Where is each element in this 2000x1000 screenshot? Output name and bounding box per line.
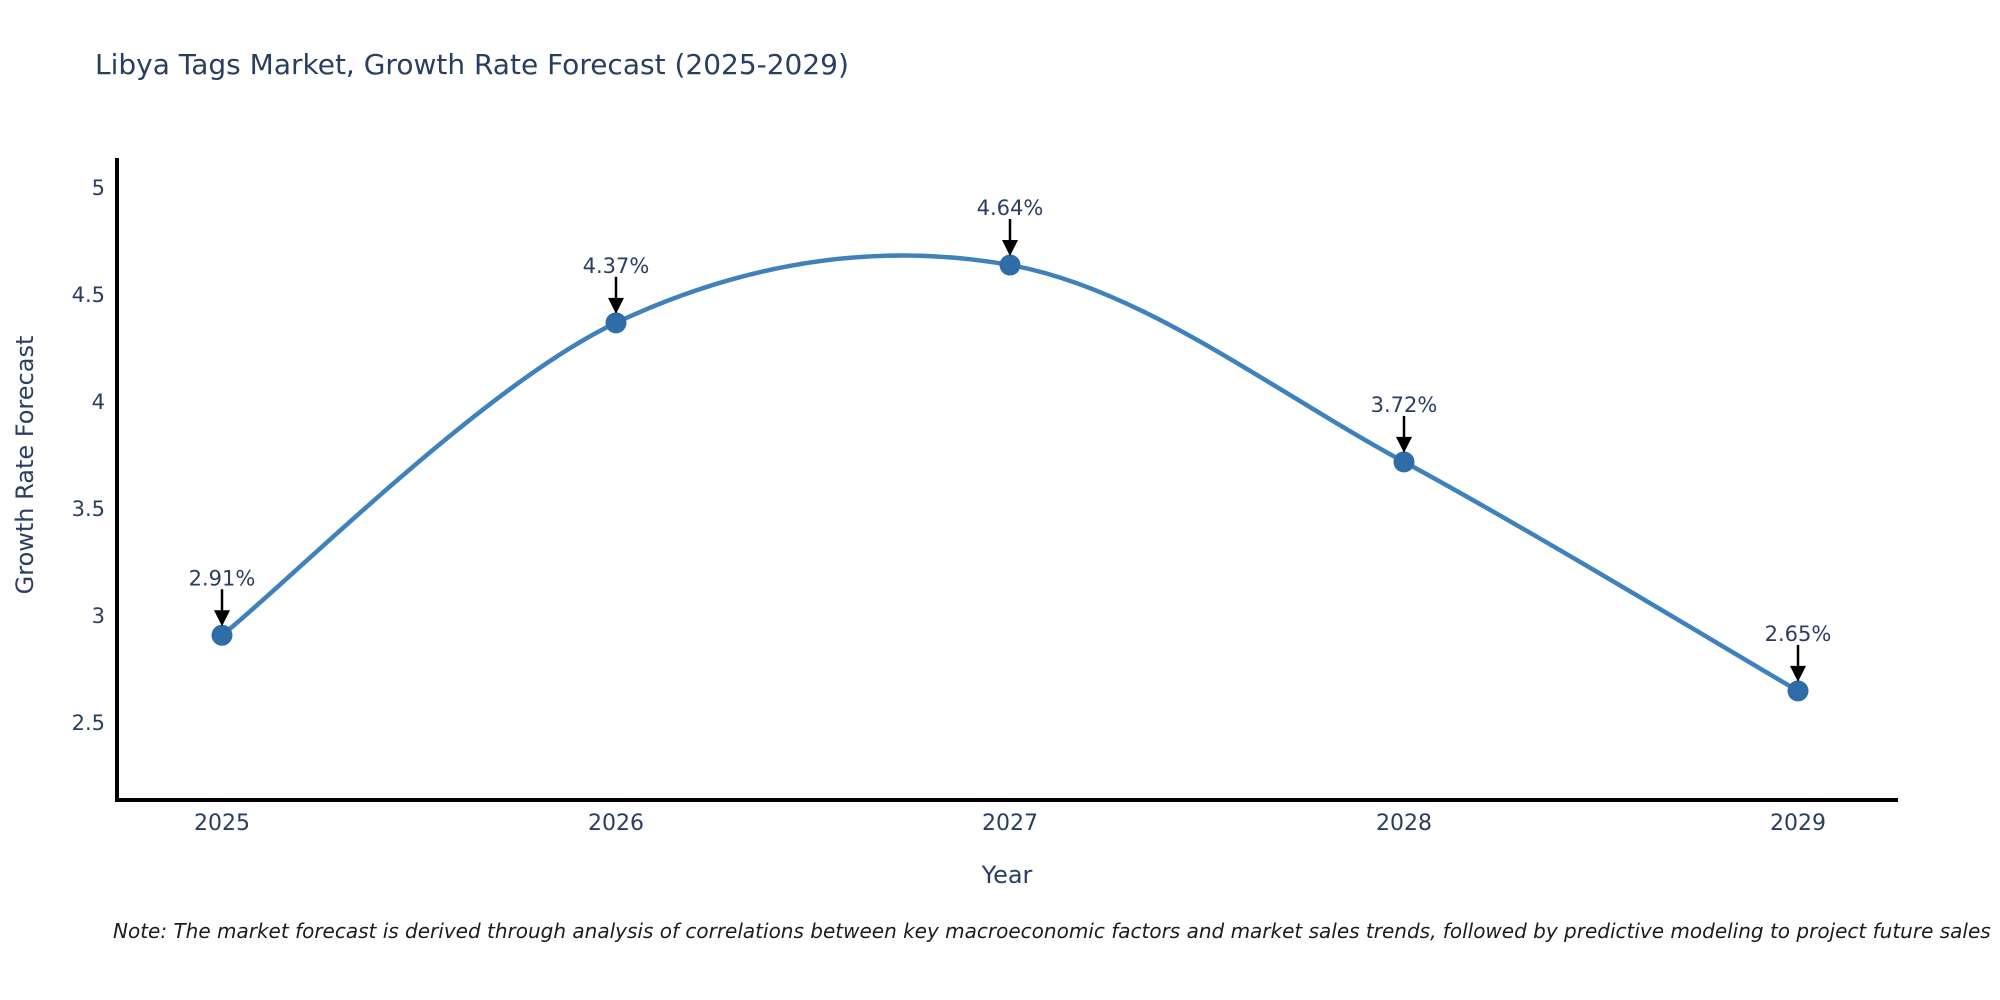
x-tick-label: 2027 xyxy=(982,811,1038,836)
y-tick-label: 2.5 xyxy=(72,711,105,735)
annotation-arrowhead-icon xyxy=(1002,240,1018,257)
y-tick-label: 5 xyxy=(92,176,105,200)
annotation-label: 2.91% xyxy=(189,566,256,590)
y-tick-label: 3 xyxy=(92,604,105,628)
y-axis-line xyxy=(115,158,119,802)
x-tick-label: 2026 xyxy=(588,811,644,836)
x-tick-label: 2028 xyxy=(1376,811,1432,836)
annotation-arrowhead-icon xyxy=(1396,436,1412,453)
trend-line xyxy=(219,253,1801,694)
data-point-marker[interactable] xyxy=(999,254,1021,276)
x-tick-label: 2025 xyxy=(194,811,250,836)
annotation-label: 4.37% xyxy=(583,254,650,278)
y-tick-label: 4.5 xyxy=(72,283,105,307)
annotation-arrowhead-icon xyxy=(214,610,230,627)
y-tick-label: 3.5 xyxy=(72,497,105,521)
annotation-arrowhead-icon xyxy=(608,297,624,314)
annotation-label: 4.64% xyxy=(977,196,1044,220)
x-tick-label: 2029 xyxy=(1770,811,1826,836)
annotation-label: 2.65% xyxy=(1765,622,1832,646)
y-tick-label: 4 xyxy=(92,390,105,414)
x-axis-title: Year xyxy=(981,861,1033,889)
annotation-label: 3.72% xyxy=(1371,393,1438,417)
x-axis-line xyxy=(115,798,1898,802)
annotation-arrowhead-icon xyxy=(1790,665,1806,682)
chart-title: Libya Tags Market, Growth Rate Forecast … xyxy=(95,48,849,81)
data-point-marker[interactable] xyxy=(1787,680,1809,702)
data-point-marker[interactable] xyxy=(211,624,233,646)
footnote: Note: The market forecast is derived thr… xyxy=(113,919,1991,943)
data-point-marker[interactable] xyxy=(1393,451,1415,473)
data-point-marker[interactable] xyxy=(605,312,627,334)
